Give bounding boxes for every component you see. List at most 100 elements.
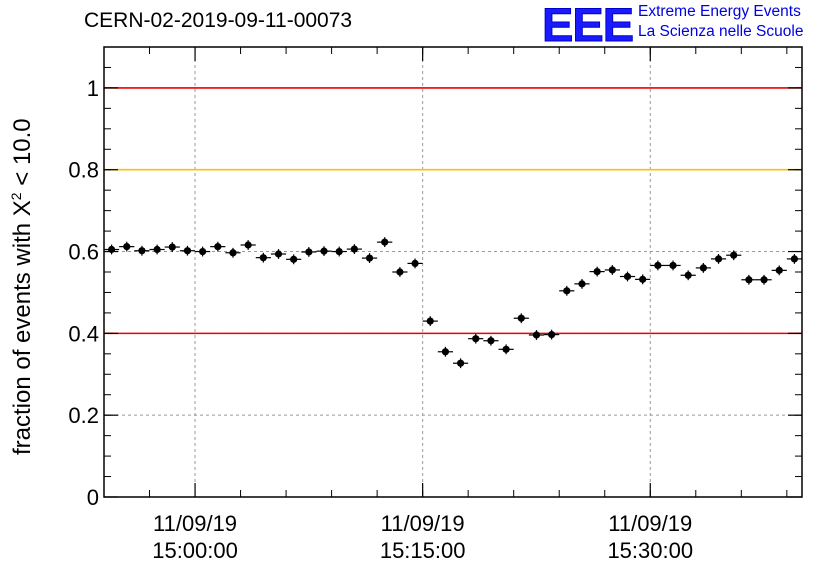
data-point bbox=[392, 267, 408, 277]
data-point bbox=[453, 358, 469, 369]
reference-lines bbox=[104, 87, 802, 335]
x-tick-time: 15:00:00 bbox=[152, 538, 238, 563]
data-point bbox=[240, 240, 256, 250]
marker bbox=[745, 276, 753, 284]
marker bbox=[411, 259, 419, 268]
logo-caption-line2: La Scienza nelle Scuole bbox=[638, 23, 804, 40]
y-tick-label: 0 bbox=[87, 485, 99, 510]
data-point bbox=[665, 260, 681, 271]
marker bbox=[350, 245, 358, 253]
logo-caption: Extreme Energy Events La Scienza nelle S… bbox=[638, 2, 803, 42]
plot-frame bbox=[103, 46, 803, 498]
data-point bbox=[726, 250, 742, 261]
marker bbox=[593, 267, 601, 276]
data-point bbox=[255, 252, 271, 263]
eee-logo: EEE bbox=[541, 0, 634, 51]
data-point bbox=[422, 316, 438, 326]
data-point bbox=[104, 244, 120, 255]
marker bbox=[623, 272, 632, 281]
data-point bbox=[680, 270, 696, 281]
marker bbox=[487, 337, 495, 345]
marker bbox=[517, 314, 525, 322]
marker bbox=[790, 255, 799, 263]
marker bbox=[654, 261, 662, 270]
y-tick-label: 1 bbox=[87, 76, 99, 101]
data-point bbox=[528, 330, 545, 340]
marker bbox=[396, 268, 404, 276]
marker bbox=[532, 331, 541, 339]
data-point bbox=[559, 285, 575, 296]
data-point bbox=[361, 253, 378, 263]
marker bbox=[472, 335, 480, 343]
marker bbox=[274, 250, 283, 258]
marker bbox=[123, 243, 131, 251]
marker bbox=[214, 243, 222, 251]
data-point bbox=[316, 246, 332, 257]
marker bbox=[290, 255, 298, 263]
y-tick-label: 0.4 bbox=[68, 321, 99, 346]
y-axis-label: fraction of events with Χ2 < 10.0 bbox=[8, 118, 36, 455]
marker bbox=[335, 247, 343, 256]
y-axis: 0 0.2 0.4 0.6 0.8 1 bbox=[68, 46, 802, 510]
data-point bbox=[134, 245, 150, 256]
data-point bbox=[407, 258, 423, 269]
data-point bbox=[589, 266, 605, 277]
data-point bbox=[771, 265, 787, 276]
marker bbox=[244, 241, 252, 249]
data-point bbox=[270, 249, 287, 259]
marker bbox=[365, 254, 374, 262]
data-point bbox=[437, 346, 453, 357]
x-tick-time: 15:30:00 bbox=[607, 538, 693, 563]
marker bbox=[320, 247, 328, 255]
marker bbox=[608, 266, 616, 274]
data-point bbox=[468, 333, 484, 344]
marker bbox=[760, 276, 768, 284]
x-tick-time: 15:15:00 bbox=[380, 538, 466, 563]
grid-lines bbox=[104, 47, 802, 497]
data-point bbox=[604, 265, 620, 275]
data-point bbox=[574, 278, 590, 289]
marker bbox=[381, 238, 389, 246]
data-point bbox=[695, 263, 711, 273]
y-tick-label: 0.8 bbox=[68, 158, 99, 183]
data-point bbox=[377, 237, 393, 248]
data-point bbox=[544, 329, 560, 340]
x-tick-date: 11/09/19 bbox=[153, 511, 237, 536]
marker bbox=[456, 359, 465, 367]
data-point bbox=[195, 246, 211, 257]
data-point bbox=[346, 244, 362, 254]
x-tick-date: 11/09/19 bbox=[381, 511, 465, 536]
marker bbox=[138, 247, 146, 255]
data-point bbox=[331, 246, 347, 257]
data-point bbox=[119, 241, 135, 252]
marker bbox=[168, 243, 176, 251]
marker bbox=[714, 255, 723, 263]
marker bbox=[305, 248, 313, 256]
data-points bbox=[104, 237, 802, 369]
data-point bbox=[179, 245, 196, 256]
data-point bbox=[301, 247, 317, 257]
marker bbox=[563, 287, 571, 295]
data-point bbox=[635, 274, 651, 285]
marker bbox=[669, 261, 677, 270]
marker bbox=[684, 271, 692, 279]
data-point bbox=[710, 254, 727, 264]
marker bbox=[441, 348, 450, 356]
data-point bbox=[756, 274, 772, 285]
marker bbox=[639, 275, 647, 283]
data-point bbox=[210, 241, 226, 252]
marker bbox=[730, 251, 738, 259]
marker bbox=[229, 249, 237, 257]
marker bbox=[502, 345, 510, 353]
x-tick-date: 11/09/19 bbox=[608, 511, 692, 536]
marker bbox=[548, 330, 556, 339]
marker bbox=[199, 247, 207, 256]
y-tick-label: 0.6 bbox=[68, 240, 99, 265]
marker bbox=[426, 317, 434, 325]
data-point bbox=[149, 244, 165, 255]
data-point bbox=[513, 313, 529, 324]
data-point bbox=[498, 344, 514, 355]
marker bbox=[578, 280, 586, 288]
data-point bbox=[164, 242, 180, 252]
